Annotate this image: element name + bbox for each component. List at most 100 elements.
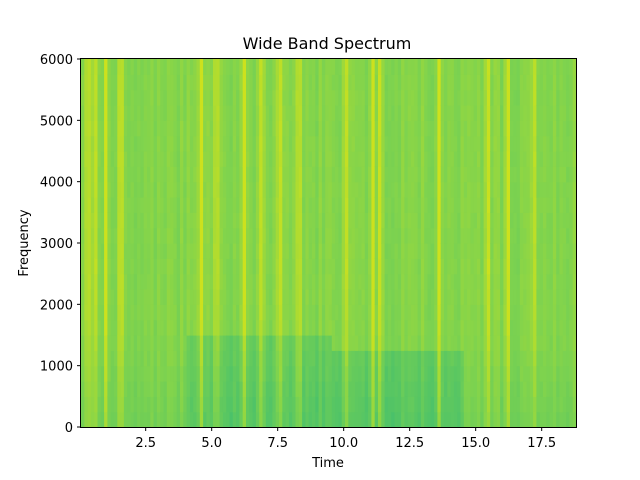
spectrogram-cell <box>503 289 508 305</box>
spectrogram-cell <box>559 151 564 167</box>
spectrogram-cell <box>467 304 471 321</box>
spectrogram-cell <box>226 381 231 397</box>
spectrogram-cell <box>328 411 333 428</box>
spectrogram-cell <box>411 335 415 351</box>
spectrogram-cell <box>160 105 165 121</box>
spectrogram-cell <box>397 89 402 106</box>
spectrogram-cell <box>156 120 161 137</box>
spectrogram-cell <box>222 289 227 305</box>
spectrogram-cell <box>407 74 412 91</box>
spectrogram-cell <box>486 89 491 106</box>
spectrogram-cell <box>374 365 379 382</box>
spectrogram-cell <box>358 411 363 428</box>
spectrogram-cell <box>394 304 399 321</box>
spectrogram-cell <box>427 289 432 305</box>
spectrogram-cell <box>387 197 392 213</box>
spectrogram-cell <box>569 151 574 167</box>
spectrogram-cell <box>513 120 518 137</box>
spectrogram-cell <box>282 212 287 229</box>
spectrogram-cell <box>199 212 204 229</box>
spectrogram-cell <box>160 135 165 152</box>
spectrogram-cell <box>325 120 330 137</box>
spectrogram-cell <box>427 273 432 290</box>
spectrogram-cell <box>232 135 237 152</box>
spectrogram-cell <box>533 59 537 75</box>
spectrogram-cell <box>196 227 201 244</box>
spectrogram-cell <box>457 258 462 275</box>
spectrogram-cell <box>315 289 320 305</box>
spectrogram-cell <box>275 319 280 336</box>
spectrogram-cell <box>533 396 537 413</box>
spectrogram-cell <box>437 227 442 244</box>
spectrogram-cell <box>183 365 188 382</box>
spectrogram-cell <box>401 59 405 75</box>
spectrogram-cell <box>569 181 574 198</box>
spectrogram-cell <box>262 105 267 121</box>
spectrogram-cell <box>450 304 455 321</box>
spectrogram-cell <box>259 319 264 336</box>
spectrogram-cell <box>420 365 425 382</box>
spectrogram-cell <box>239 258 244 275</box>
spectrogram-cell <box>183 258 188 275</box>
spectrogram-cell <box>100 350 105 367</box>
spectrogram-cell <box>510 135 514 152</box>
spectrogram-cell <box>292 396 297 413</box>
spectrogram-cell <box>450 181 455 198</box>
spectrogram-cell <box>117 304 122 321</box>
spectrogram-cell <box>97 74 102 91</box>
spectrogram-cell <box>298 120 303 137</box>
spectrogram-cell <box>150 319 155 336</box>
spectrogram-cell <box>450 411 455 428</box>
spectrogram-cell <box>107 319 112 336</box>
spectrogram-cell <box>450 120 455 137</box>
spectrogram-cell <box>391 396 396 413</box>
spectrogram-cell <box>305 89 310 106</box>
spectrogram-cell <box>411 197 415 213</box>
spectrogram-cell <box>562 381 567 397</box>
spectrogram-cell <box>206 411 211 428</box>
spectrogram-cell <box>434 289 438 305</box>
spectrogram-cell <box>318 365 323 382</box>
spectrogram-cell <box>506 243 511 259</box>
spectrogram-cell <box>117 273 122 290</box>
spectrogram-cell <box>384 319 389 336</box>
spectrogram-cell <box>556 74 561 91</box>
spectrogram-cell <box>539 289 544 305</box>
spectrogram-cell <box>529 396 534 413</box>
spectrogram-cell <box>539 135 544 152</box>
spectrogram-cell <box>562 151 567 167</box>
spectrogram-cell <box>420 381 425 397</box>
spectrogram-cell <box>219 181 224 198</box>
spectrogram-cell <box>325 304 330 321</box>
spectrogram-cell <box>275 135 280 152</box>
spectrogram-cell <box>483 166 488 183</box>
spectrogram-cell <box>453 166 458 183</box>
spectrogram-cell <box>255 59 260 75</box>
spectrogram-cell <box>249 120 254 137</box>
spectrogram-cell <box>321 59 326 75</box>
spectrogram-cell <box>249 396 254 413</box>
spectrogram-cell <box>533 151 537 167</box>
spectrogram-cell <box>318 273 323 290</box>
spectrogram-cell <box>467 258 471 275</box>
spectrogram-cell <box>414 258 419 275</box>
spectrogram-cell <box>447 335 452 351</box>
spectrogram-cell <box>325 181 330 198</box>
spectrogram-cell <box>539 258 544 275</box>
spectrogram-cell <box>203 59 207 75</box>
spectrogram-cell <box>90 411 95 428</box>
spectrogram-cell <box>120 135 125 152</box>
spectrogram-cell <box>401 304 405 321</box>
spectrogram-cell <box>510 181 514 198</box>
spectrogram-cell <box>500 335 504 351</box>
spectrogram-cell <box>368 227 372 244</box>
spectrogram-cell <box>424 166 429 183</box>
spectrogram-cell <box>226 151 231 167</box>
spectrogram-cell <box>259 335 264 351</box>
spectrogram-cell <box>114 411 118 428</box>
spectrogram-cell <box>328 197 333 213</box>
spectrogram-cell <box>272 273 277 290</box>
spectrogram-cell <box>341 350 346 367</box>
spectrogram-cell <box>90 181 95 198</box>
spectrogram-cell <box>318 59 323 75</box>
